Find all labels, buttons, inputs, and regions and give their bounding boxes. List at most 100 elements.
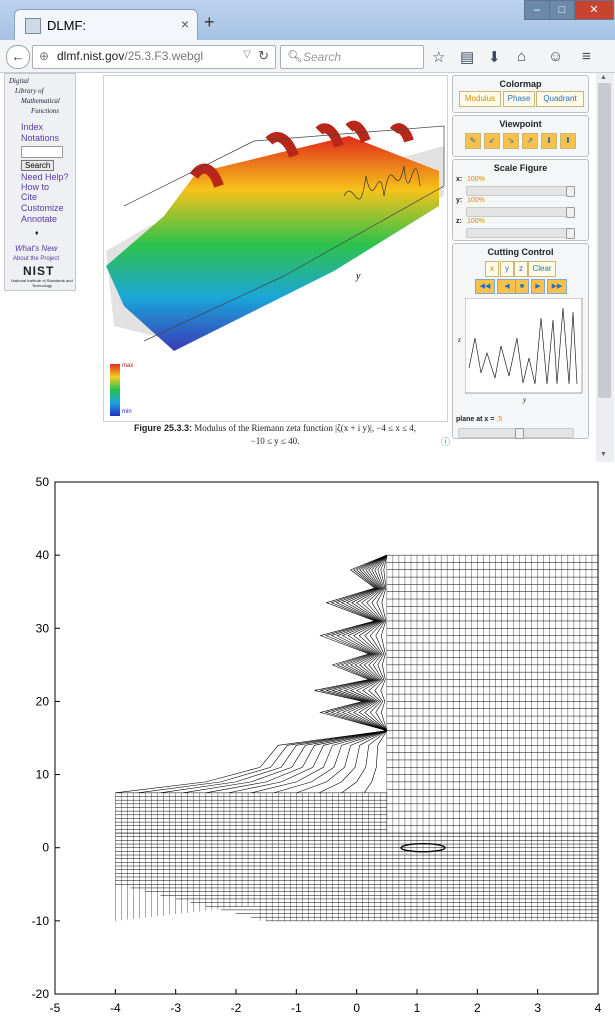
sidebar-link-annotate[interactable]: Annotate: [21, 214, 58, 224]
scale-z-value: 100%: [467, 218, 485, 225]
webgl-viewer[interactable]: y: [103, 75, 448, 422]
colormap-quadrant-button[interactable]: Quadrant: [536, 91, 584, 107]
slider-knob[interactable]: [515, 428, 524, 439]
slider-knob[interactable]: [566, 207, 575, 218]
surface-plot-3d[interactable]: y: [104, 76, 447, 421]
singularity-hole: [400, 843, 446, 853]
plane-slider[interactable]: [458, 428, 574, 439]
wavy-mesh-curve: [273, 554, 388, 794]
colormap-modulus-button[interactable]: Modulus: [459, 91, 501, 107]
cut-clear-button[interactable]: Clear: [528, 261, 556, 277]
x-tick-label: -5: [50, 1001, 61, 1015]
viewpoint-down-icon[interactable]: ⬇: [541, 133, 557, 149]
search-icon: 🔍︎: [287, 49, 303, 63]
slider-knob[interactable]: [566, 228, 575, 239]
new-tab-button[interactable]: +: [204, 12, 215, 32]
cut-x-button[interactable]: x: [485, 261, 499, 277]
about-link[interactable]: About the Project: [13, 256, 60, 262]
bookmark-star-icon[interactable]: ☆: [432, 49, 446, 66]
viewpoint-sw-icon[interactable]: ⇙: [484, 133, 500, 149]
legend-max-label: max: [122, 363, 134, 369]
sidebar-search-input[interactable]: [21, 146, 63, 158]
browser-tab[interactable]: DLMF: ×: [14, 9, 198, 42]
rewind-icon[interactable]: ◀: [497, 279, 517, 294]
y-tick-label: -10: [32, 914, 50, 928]
back-icon[interactable]: ←: [6, 45, 30, 69]
y-tick-label: 0: [42, 841, 49, 855]
reading-list-icon[interactable]: ▤: [460, 49, 475, 66]
scale-y-slider[interactable]: [466, 207, 575, 218]
bounding-box: [123, 125, 445, 342]
figure-number: Figure 25.3.3:: [133, 423, 192, 433]
scroll-down-icon[interactable]: ▼: [600, 451, 607, 458]
menu-icon[interactable]: ≡: [582, 48, 591, 65]
chat-icon[interactable]: ☺: [548, 48, 564, 65]
wavy-mesh-curve: [341, 555, 388, 794]
whats-new-link[interactable]: What's New: [15, 244, 58, 253]
wavy-mesh-curve: [205, 554, 388, 794]
minimize-button[interactable]: –: [524, 0, 550, 20]
favicon-icon: [25, 18, 41, 34]
wavy-mesh-curve: [160, 554, 387, 794]
fast-forward-icon[interactable]: ▶▶: [547, 279, 567, 294]
close-window-button[interactable]: ✕: [574, 0, 614, 20]
viewpoint-ne-icon[interactable]: ⇗: [522, 133, 538, 149]
x-tick-label: -3: [170, 1001, 181, 1015]
download-icon[interactable]: ⬇: [488, 49, 501, 66]
search-input[interactable]: 🔍︎ Search: [280, 45, 424, 69]
cut-z-button[interactable]: z: [514, 261, 528, 277]
legend-min-label: min: [122, 409, 132, 415]
x-tick-label: -2: [231, 1001, 242, 1015]
nist-logo[interactable]: NIST: [23, 264, 55, 278]
viewpoint-title: Viewpoint: [499, 119, 542, 129]
scrollbar-thumb[interactable]: [598, 83, 611, 398]
wavy-mesh-curve: [251, 554, 388, 794]
cut-y-button[interactable]: y: [500, 261, 514, 277]
scale-z-label: z:: [456, 218, 462, 225]
scale-x-slider[interactable]: [466, 186, 575, 197]
y-tick-label: 40: [36, 548, 50, 562]
rewind-fast-icon[interactable]: ◀◀: [475, 279, 495, 294]
sidebar-link-customize[interactable]: Customize: [21, 203, 64, 213]
dropdown-icon[interactable]: ▽: [243, 49, 251, 60]
slider-knob[interactable]: [566, 186, 575, 197]
scroll-up-icon[interactable]: ▲: [600, 74, 607, 81]
sidebar-link-notations[interactable]: Notations: [21, 133, 60, 143]
maximize-button[interactable]: □: [549, 0, 575, 20]
wavy-mesh-curve: [137, 554, 387, 794]
url-text: dlmf.nist.gov/25.3.F3.webgl: [57, 49, 204, 63]
scale-panel: Scale Figure x: 100% y: 100% z: 100%: [452, 159, 589, 241]
play-icon[interactable]: ▶: [531, 279, 545, 294]
url-bar[interactable]: ⊕ dlmf.nist.gov/25.3.F3.webgl ▽ ↻: [32, 45, 276, 69]
sidebar-link-cite[interactable]: Cite: [21, 192, 38, 202]
inset-y-label: y: [523, 396, 527, 404]
viewpoint-edit-icon[interactable]: ✎: [465, 133, 481, 149]
cutting-title: Cutting Control: [487, 247, 554, 257]
plot-frame: [54, 481, 599, 995]
colormap-phase-button[interactable]: Phase: [503, 91, 535, 107]
dlmf-logo[interactable]: Digital Library of Mathematical Function…: [9, 77, 60, 115]
wavy-mesh-curve: [318, 554, 388, 794]
viewpoint-up-icon[interactable]: ⬆: [560, 133, 576, 149]
home-icon[interactable]: ⌂: [517, 48, 527, 65]
info-icon[interactable]: ⓘ: [441, 437, 451, 447]
stop-icon[interactable]: ■: [515, 279, 529, 294]
sidebar-link-help[interactable]: Need Help?: [21, 172, 69, 182]
cut-curve: [343, 165, 421, 200]
browser-window: DLMF: × + – □ ✕ ← ⊕ dlmf.nist.gov/25.3.F…: [0, 0, 615, 462]
sidebar-link-index[interactable]: Index: [21, 122, 44, 132]
sidebar-link-howto[interactable]: How to: [21, 182, 50, 192]
x-tick-label: 0: [353, 1001, 360, 1015]
search-placeholder: Search: [303, 50, 342, 64]
sidebar-search-button[interactable]: Search: [21, 160, 55, 171]
reload-icon[interactable]: ↻: [258, 48, 269, 63]
scale-x-label: x:: [456, 176, 463, 183]
wavy-mesh-curve: [363, 555, 388, 794]
close-tab-icon[interactable]: ×: [180, 16, 189, 32]
inset-z-label: z: [458, 336, 461, 344]
viewpoint-se-icon[interactable]: ⇘: [503, 133, 519, 149]
scale-y-label: y:: [456, 197, 463, 204]
scale-z-slider[interactable]: [466, 228, 575, 239]
peak-ridges: [189, 120, 414, 188]
y-tick-label: -20: [32, 987, 50, 1001]
